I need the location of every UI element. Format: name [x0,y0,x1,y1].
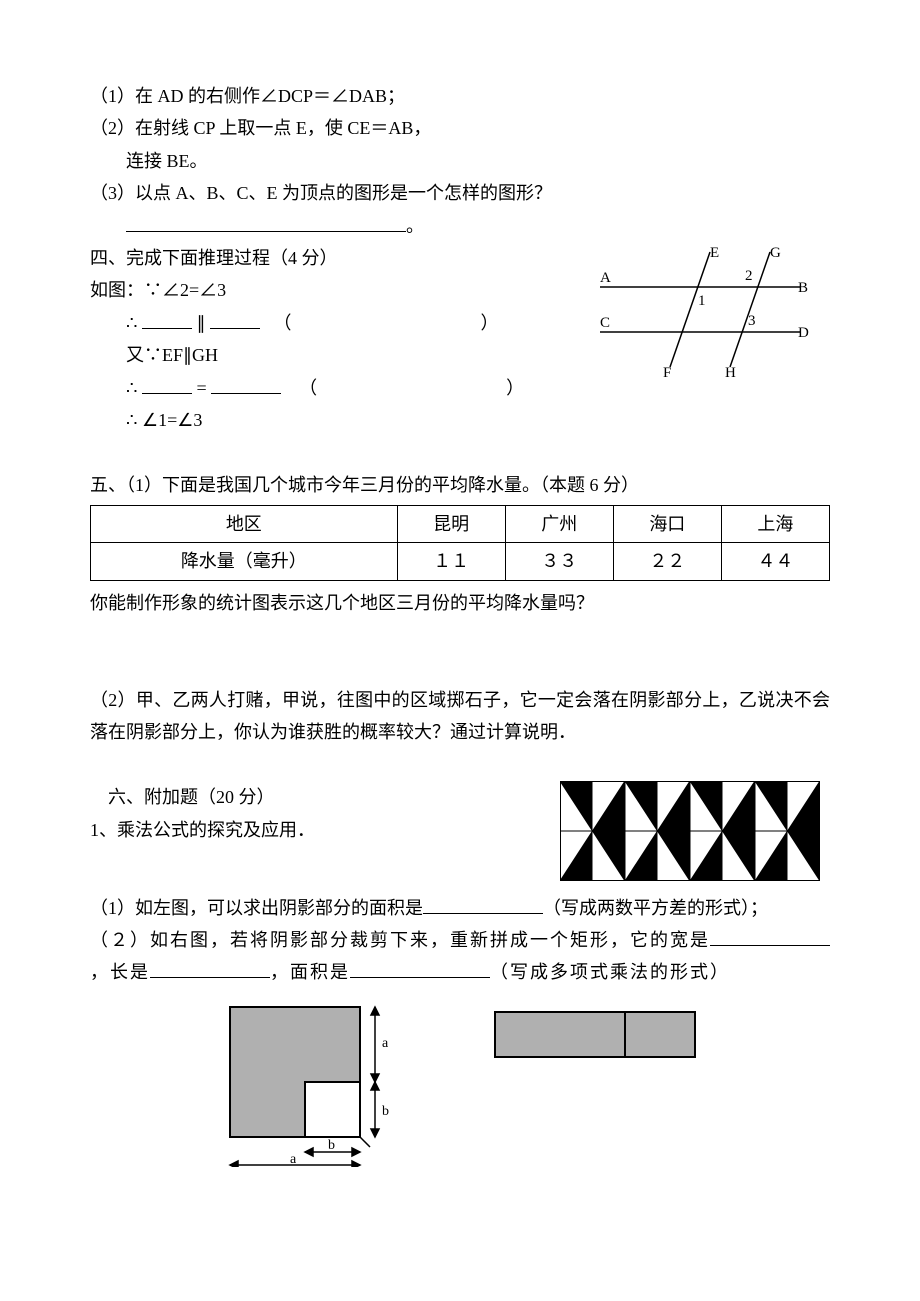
blank-width[interactable] [710,925,830,946]
blank-area2[interactable] [350,958,490,979]
svg-text:b: b [382,1104,389,1119]
l-shape-diagram: a b b a [210,997,410,1167]
blank-l2a[interactable] [142,308,192,329]
val-gz: ３３ [505,543,613,580]
blank-length[interactable] [150,958,270,979]
sec5-after: 你能制作形象的统计图表示这几个地区三月份的平均降水量吗？ [90,587,830,619]
sec6-p1: （1）如左图，可以求出阴影部分的面积是（写成两数平方差的形式）； [90,892,830,924]
svg-text:a: a [290,1152,297,1167]
sec4-l2: ∴ ∥ （ ） [90,307,580,339]
rectangle-diagram [490,997,710,1077]
sec4-title: 四、完成下面推理过程（4 分） [90,242,580,274]
sec4-l3: 又∵EF∥GH [90,339,580,371]
col-gz: 广州 [505,506,613,543]
sec5-intro: 五、（1）下面是我国几个城市今年三月份的平均降水量。（本题 6 分） [90,469,830,501]
val-sh: ４４ [721,543,829,580]
q-prev-1: （1）在 AD 的右侧作∠DCP＝∠DAB； [90,80,830,112]
sec4-l5: ∴ ∠1=∠3 [90,404,580,436]
svg-text:3: 3 [748,313,756,329]
triangle-pattern [560,781,820,881]
q-prev-2: （2）在射线 CP 上取一点 E，使 CE＝AB， [90,112,830,144]
parallel-lines-diagram: A B C D E F G H 1 2 3 [590,242,820,382]
table-row: 降水量（毫升） １１ ３３ ２２ ４４ [91,543,830,580]
svg-text:2: 2 [745,268,753,284]
blank-l4a[interactable] [142,373,192,394]
q-prev-3: （3）以点 A、B、C、E 为顶点的图形是一个怎样的图形？ [90,177,830,209]
table-row: 地区 昆明 广州 海口 上海 [91,506,830,543]
sec6-l1: 1、乘法公式的探究及应用． [90,814,550,846]
svg-text:H: H [725,365,736,381]
col-hk: 海口 [613,506,721,543]
rainfall-table: 地区 昆明 广州 海口 上海 降水量（毫升） １１ ３３ ２２ ４４ [90,505,830,581]
blank-shape-answer[interactable] [126,211,406,232]
col-km: 昆明 [397,506,505,543]
svg-text:B: B [798,280,808,296]
blank-l4b[interactable] [211,373,281,394]
svg-text:a: a [382,1036,389,1051]
sec6-p2: （２）如右图，若将阴影部分裁剪下来，重新拼成一个矩形，它的宽是，长是，面积是（写… [90,924,830,989]
q-prev-3-blank: 。 [90,210,830,242]
svg-text:F: F [663,365,671,381]
svg-text:D: D [798,325,809,341]
row-label: 降水量（毫升） [91,543,398,580]
blank-area[interactable] [423,893,543,914]
svg-text:A: A [600,270,611,286]
svg-text:G: G [770,245,781,261]
sec4-l1: 如图：∵∠2=∠3 [90,274,580,306]
val-hk: ２２ [613,543,721,580]
svg-text:1: 1 [698,293,706,309]
col-sh: 上海 [721,506,829,543]
sec6-title: 六、附加题（20 分） [90,781,550,813]
q-prev-2b: 连接 BE。 [90,145,830,177]
val-km: １１ [397,543,505,580]
sec5-p2: （2）甲、乙两人打赌，甲说，往图中的区域掷石子，它一定会落在阴影部分上，乙说决不… [90,684,830,749]
blank-l2b[interactable] [210,308,260,329]
svg-text:C: C [600,315,610,331]
sec4-l4: ∴ = （ ） [90,372,580,404]
svg-text:b: b [328,1138,335,1153]
col-region: 地区 [91,506,398,543]
svg-text:E: E [710,245,719,261]
